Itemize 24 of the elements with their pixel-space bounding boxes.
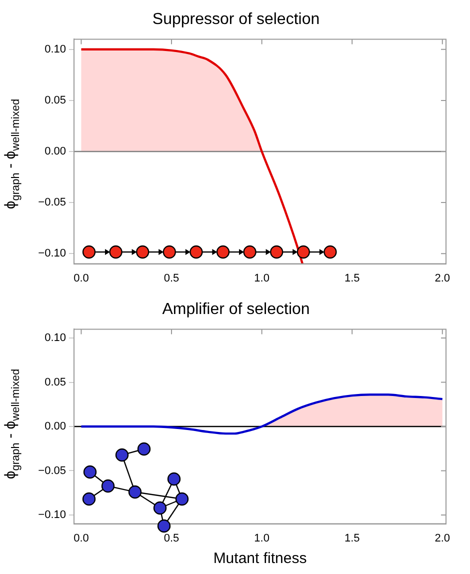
chart-title: Amplifier of selection — [162, 301, 310, 318]
x-tick-label: 0.0 — [74, 272, 89, 284]
y-tick-label: −0.05 — [38, 464, 66, 477]
y-tick-label: 0.10 — [44, 43, 66, 56]
y-tick-label: −0.05 — [38, 196, 66, 209]
x-tick-label: 0.5 — [164, 532, 180, 544]
chart-title: Suppressor of selection — [152, 11, 320, 28]
y-tick-label: 0.00 — [44, 146, 66, 158]
x-tick-label: 0.0 — [74, 532, 89, 544]
x-tick-label: 2.0 — [434, 272, 450, 284]
line-series — [80, 394, 444, 435]
x-tick-label: 1.5 — [344, 532, 360, 544]
y-tick-label: 0.05 — [44, 376, 66, 388]
y-tick-label: 0.00 — [44, 420, 66, 433]
x-tick-label: 1.0 — [254, 272, 270, 284]
y-tick-label: 0.10 — [44, 332, 66, 344]
x-tick-label: 1.0 — [254, 532, 270, 544]
y-tick-label: −0.10 — [38, 508, 66, 521]
x-tick-label: 2.0 — [434, 532, 450, 544]
y-tick-label: 0.05 — [44, 94, 66, 106]
x-tick-label: 1.5 — [344, 272, 360, 284]
x-axis-title: Mutant fitness — [213, 550, 307, 568]
x-tick-label: 0.5 — [164, 272, 180, 284]
y-tick-label: −0.10 — [38, 248, 66, 260]
